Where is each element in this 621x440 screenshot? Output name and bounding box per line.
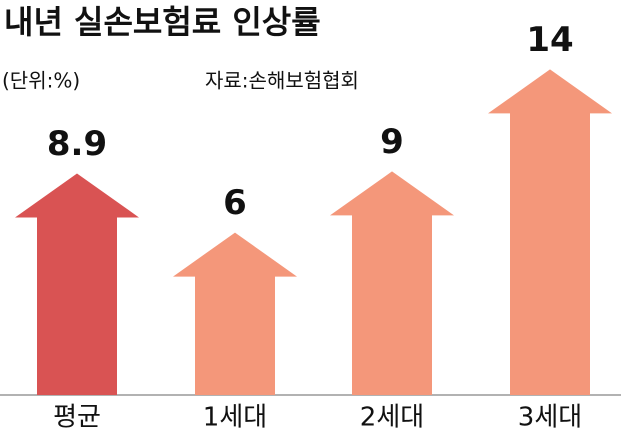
x-tick-label: 3세대	[518, 403, 582, 433]
value-label: 9	[380, 122, 404, 162]
arrow-bar	[173, 232, 297, 395]
source-label: 자료:손해보험협회	[205, 69, 359, 93]
x-tick-label: 1세대	[203, 403, 267, 433]
x-tick-label: 평균	[53, 403, 101, 433]
chart-title: 내년 실손보험료 인상률	[4, 3, 321, 41]
arrow-bar	[330, 171, 454, 395]
value-label: 8.9	[47, 124, 107, 164]
arrow-bar	[15, 173, 139, 395]
arrow-bar	[488, 69, 612, 396]
unit-label: (단위:%)	[2, 69, 80, 93]
value-label: 14	[526, 20, 573, 60]
x-tick-label: 2세대	[360, 403, 424, 433]
value-label: 6	[223, 183, 247, 223]
